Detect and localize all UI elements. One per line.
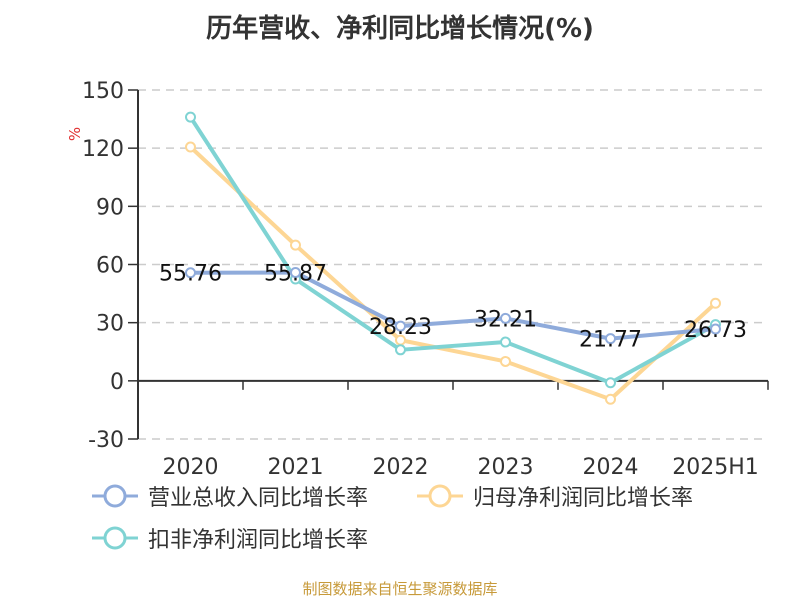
data-point[interactable] bbox=[605, 333, 616, 345]
x-tick-label: 2020 bbox=[163, 455, 219, 480]
y-tick-label: 150 bbox=[82, 79, 124, 104]
data-point[interactable] bbox=[185, 267, 196, 279]
legend-label: 营业总收入同比增长率 bbox=[148, 486, 369, 511]
series-line bbox=[188, 116, 717, 385]
legend-circle-icon bbox=[92, 526, 138, 550]
data-point[interactable] bbox=[710, 323, 721, 335]
y-tick-label: -30 bbox=[88, 428, 124, 453]
series-line bbox=[189, 145, 717, 402]
x-tick-label: 2024 bbox=[583, 455, 639, 480]
data-label: 26.73 bbox=[684, 318, 747, 343]
chart-title: 历年营收、净利同比增长情况(%) bbox=[206, 14, 594, 44]
data-point[interactable] bbox=[500, 312, 511, 324]
data-label: 55.87 bbox=[264, 262, 327, 287]
series-line bbox=[190, 270, 716, 341]
data-label: 55.76 bbox=[159, 262, 222, 287]
x-tick-label: 2022 bbox=[373, 455, 429, 480]
data-label: 32.21 bbox=[474, 307, 537, 332]
data-point[interactable] bbox=[290, 267, 301, 279]
source-note: 制图数据来自恒生聚源数据库 bbox=[302, 580, 498, 598]
y-tick-label: 30 bbox=[96, 312, 124, 337]
legend-circle-icon bbox=[417, 484, 463, 508]
y-tick-label: 60 bbox=[96, 254, 124, 279]
legend-item-net-profit[interactable]: 归母净利润同比增长率 bbox=[415, 480, 693, 512]
data-point[interactable] bbox=[185, 111, 196, 123]
data-point[interactable] bbox=[500, 355, 511, 367]
data-point[interactable] bbox=[395, 344, 406, 356]
legend-label: 扣非净利润同比增长率 bbox=[148, 528, 369, 553]
data-point[interactable] bbox=[605, 377, 616, 389]
data-point[interactable] bbox=[605, 393, 616, 405]
x-tick-label: 2025H1 bbox=[672, 455, 759, 480]
y-tick-label: 90 bbox=[96, 195, 124, 220]
data-point[interactable] bbox=[395, 320, 406, 332]
x-tick-label: 2021 bbox=[268, 455, 324, 480]
data-label: 28.23 bbox=[369, 315, 432, 340]
data-point[interactable] bbox=[710, 297, 721, 309]
data-label: 21.77 bbox=[579, 328, 642, 353]
x-tick-label: 2023 bbox=[478, 455, 534, 480]
y-unit-label: % bbox=[66, 127, 84, 141]
data-point[interactable] bbox=[290, 239, 301, 251]
y-tick-label: 120 bbox=[82, 137, 124, 162]
legend-label: 归母净利润同比增长率 bbox=[473, 486, 694, 511]
y-tick-label: 0 bbox=[110, 370, 124, 395]
data-point[interactable] bbox=[185, 141, 196, 153]
data-point[interactable] bbox=[500, 336, 511, 348]
legend-item-deducted-profit[interactable]: 扣非净利润同比增长率 bbox=[90, 522, 368, 554]
legend-item-revenue[interactable]: 营业总收入同比增长率 bbox=[90, 480, 368, 512]
legend-circle-icon bbox=[92, 484, 138, 508]
